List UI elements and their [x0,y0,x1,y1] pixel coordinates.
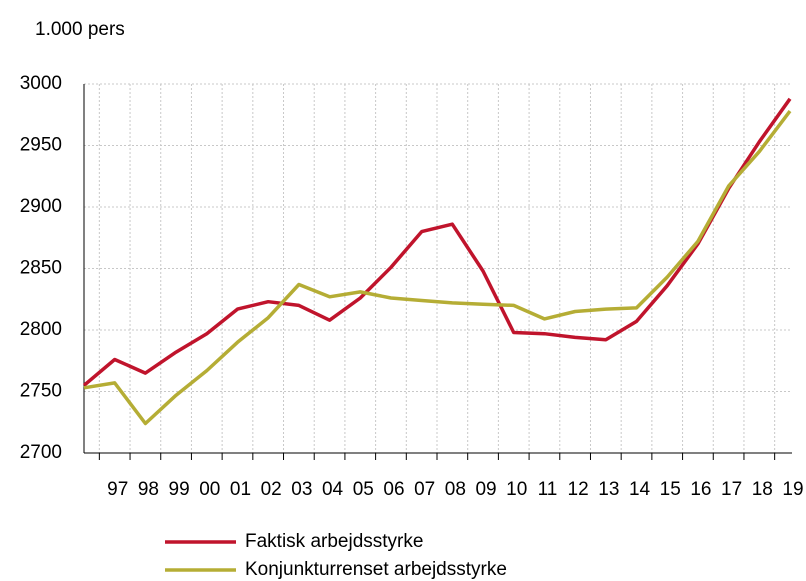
x-tick-label: 01 [230,479,251,500]
x-tick-label: 19 [782,479,803,500]
x-tick-label: 97 [107,479,128,500]
x-tick-label: 99 [169,479,190,500]
y-tick-label: 2850 [20,258,62,279]
x-tick-label: 15 [660,479,681,500]
y-tick-label: 2700 [20,442,62,463]
y-tick-label: 2950 [20,135,62,156]
x-tick-label: 12 [568,479,589,500]
legend-label: Konjunkturrenset arbejdsstyrke [245,559,507,580]
series-line [83,110,792,426]
x-tick-label: 06 [383,479,404,500]
x-tick-label: 17 [721,479,742,500]
x-tick-label: 00 [199,479,220,500]
x-tick-label: 09 [475,479,496,500]
x-tick-label: 05 [353,479,374,500]
x-tick-label: 11 [538,479,558,500]
y-tick-label: 2800 [20,319,62,340]
series-line [82,97,792,387]
x-tick-label: 10 [506,479,527,500]
legend-label: Faktisk arbejdsstyrke [245,531,423,552]
x-tick-label: 04 [322,479,344,500]
y-tick-label: 2750 [20,381,62,402]
x-tick-label: 18 [752,479,773,500]
unit-label: 1.000 pers [35,19,125,40]
x-tick-label: 98 [138,479,159,500]
x-tick-label: 03 [291,479,312,500]
x-tick-label: 08 [445,479,466,500]
y-tick-label: 2900 [20,196,62,217]
x-tick-label: 07 [414,479,435,500]
x-tick-label: 16 [690,479,711,500]
x-tick-label: 02 [261,479,282,500]
y-tick-label: 3000 [20,73,62,94]
x-tick-label: 13 [598,479,619,500]
x-tick-label: 14 [629,479,651,500]
